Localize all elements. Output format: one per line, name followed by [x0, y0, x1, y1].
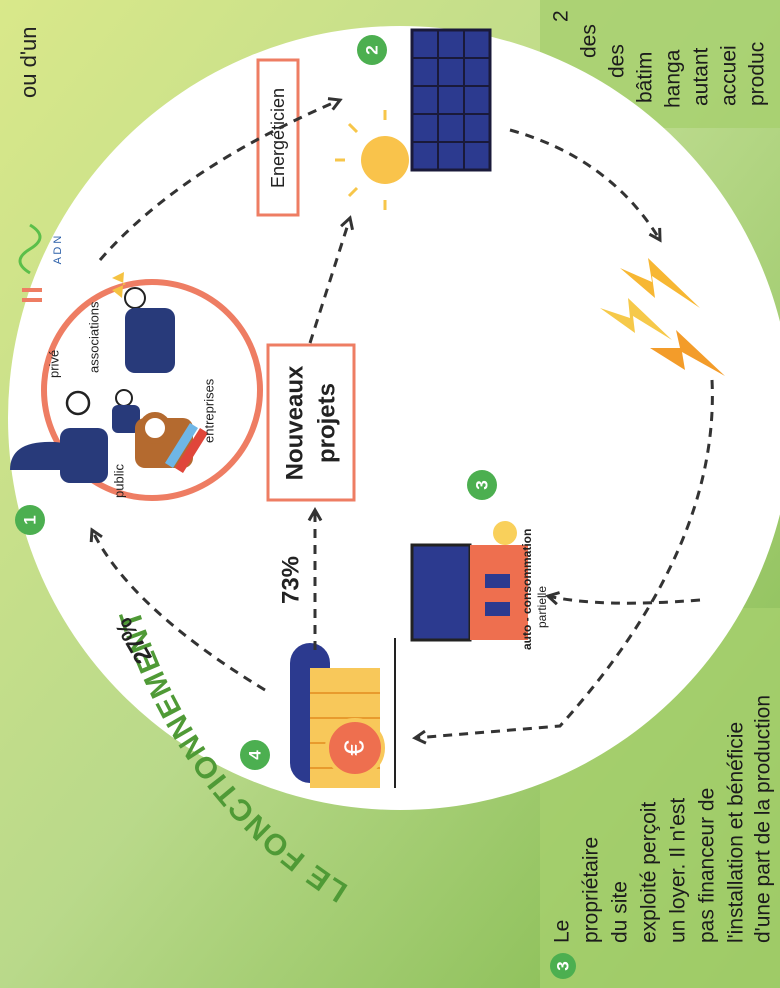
step-number: 3 — [553, 961, 572, 970]
projects-label: Nouveaux — [281, 365, 308, 480]
page: {"title": "LE FONCTIONNEMENT", "fragment… — [0, 0, 780, 988]
note-line: pas financeur de — [696, 788, 719, 943]
fragment-line: autant — [690, 47, 713, 106]
svg-text:€: € — [338, 740, 369, 756]
projects-label: projets — [313, 383, 340, 463]
logo-text: A D N — [52, 236, 64, 265]
actor-label: privé — [46, 350, 61, 378]
fragment-line: accuei — [718, 45, 741, 106]
note-line: un loyer. Il n'est — [667, 798, 690, 943]
step-number: 3 — [472, 480, 491, 489]
note-line: du site — [609, 881, 632, 943]
fragment-line: bâtim — [634, 52, 657, 103]
solar-panel — [412, 30, 490, 170]
note-line: propriétaire — [580, 837, 603, 943]
step-number: 2 — [362, 45, 381, 54]
step-number: 1 — [20, 515, 39, 524]
infographic: LE FONCTIONNEMENT ou d'un privé associat… — [0, 0, 780, 988]
house-label: partielle — [535, 586, 549, 628]
note-line: Le — [551, 920, 574, 943]
fragment-line: hanga — [662, 49, 685, 108]
actor-label: public — [111, 464, 126, 498]
fragment-line: des — [606, 44, 629, 78]
note-line: exploité perçoit — [638, 802, 661, 943]
fragment-number: 2 — [550, 10, 573, 22]
fragment-line: des — [578, 24, 601, 58]
energeticien-label: Energéticien — [268, 88, 288, 188]
fragment-line: produc — [746, 42, 769, 106]
actor-label: entreprises — [201, 378, 216, 443]
fragment-left: ou d'un — [16, 27, 41, 99]
note-line: l'installation et bénéficie — [725, 722, 748, 943]
step-number: 4 — [245, 750, 264, 760]
actor-label: associations — [86, 301, 101, 373]
note-line: d'une part de la production — [752, 695, 775, 943]
house-label: auto - consommation — [520, 529, 534, 650]
percent-label: 73% — [277, 556, 304, 604]
